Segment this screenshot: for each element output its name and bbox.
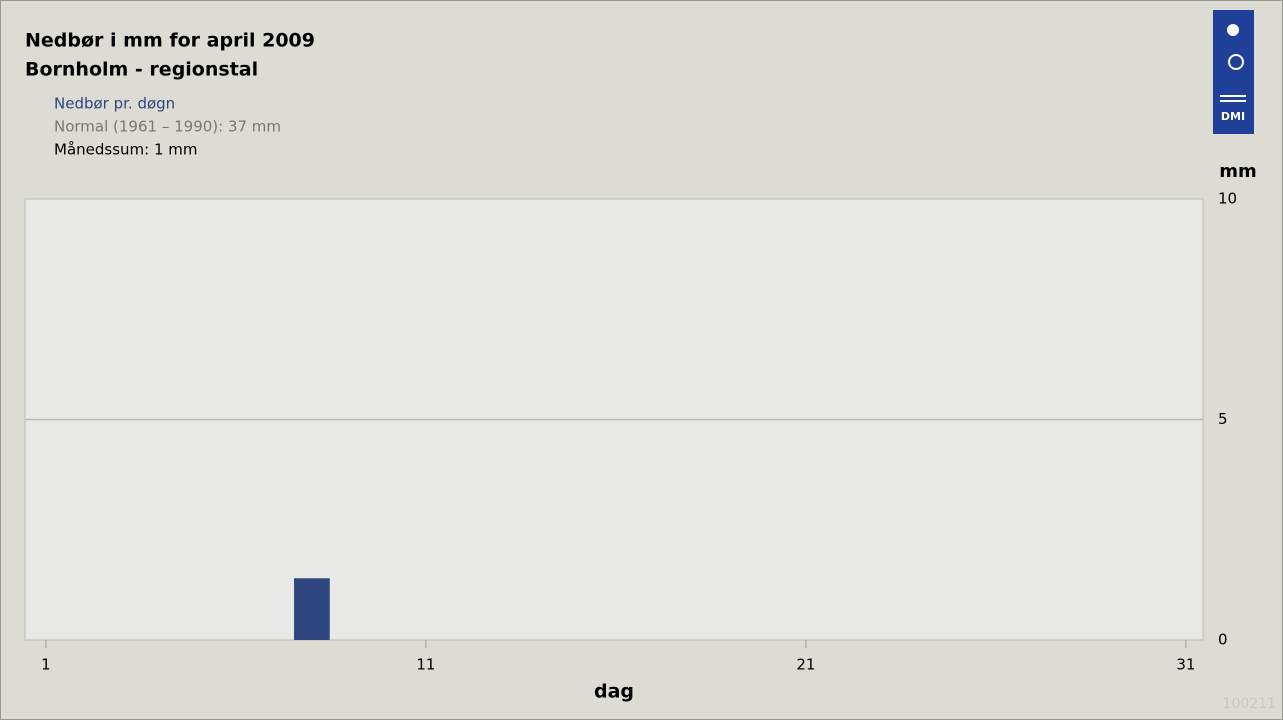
logo-sun (1228, 54, 1244, 70)
watermark: 100211 (1223, 696, 1276, 712)
y-axis-label: mm (1219, 161, 1257, 182)
bar (294, 578, 330, 640)
annotation: Normal (1961 – 1990): 37 mm (54, 118, 281, 136)
x-tick-label: 11 (416, 656, 435, 674)
logo-waves (1220, 95, 1246, 102)
x-tick-label: 1 (41, 656, 51, 674)
logo: DMI (1213, 10, 1254, 134)
y-tick-label: 5 (1218, 410, 1228, 428)
annotation: Månedssum: 1 mm (54, 141, 198, 159)
x-tick-label: 31 (1176, 656, 1195, 674)
chart-title: Nedbør i mm for april 2009 (25, 30, 315, 52)
logo-text: DMI (1221, 110, 1245, 123)
y-tick-label: 10 (1218, 190, 1237, 208)
x-axis-label: dag (594, 681, 634, 703)
chart-subtitle: Bornholm - regionstal (25, 59, 258, 81)
legend-entry: Nedbør pr. døgn (54, 95, 175, 113)
x-tick-label: 21 (796, 656, 815, 674)
logo-crown (1227, 24, 1239, 36)
y-tick-label: 0 (1218, 631, 1228, 649)
